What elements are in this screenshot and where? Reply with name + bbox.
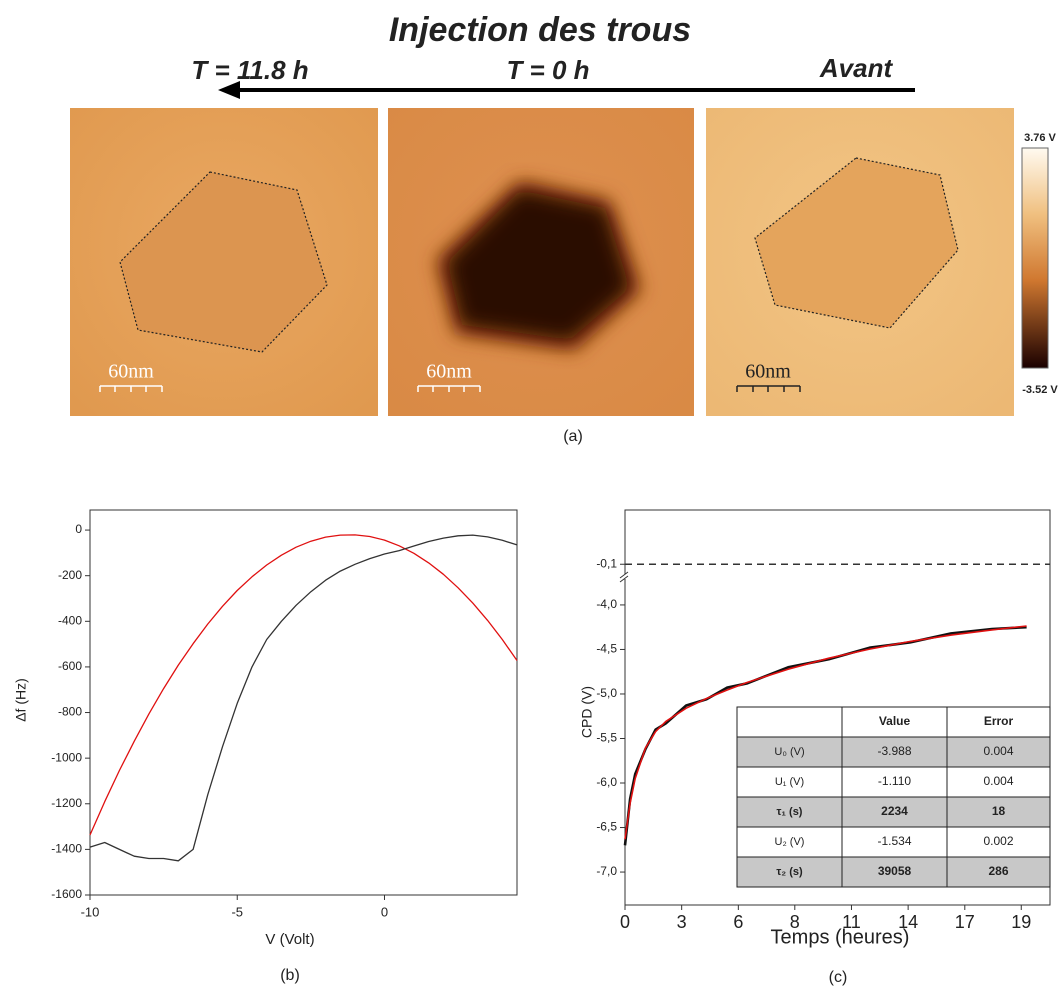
axis-break	[619, 571, 629, 583]
table-cell: -1.110	[878, 774, 911, 788]
table-cell: U₁ (V)	[775, 776, 804, 788]
colorbar-max: 3.76 V	[1024, 132, 1056, 144]
axis-break-gap	[621, 574, 629, 579]
table-cell: -3.988	[877, 744, 911, 758]
x-axis-label: V (Volt)	[265, 931, 314, 948]
plot-frame	[89, 509, 518, 896]
y-tick-label: -200	[58, 568, 82, 582]
x-tick-label: 8	[790, 912, 800, 932]
x-tick-label: 19	[1011, 912, 1031, 932]
scale-label: 60nm	[426, 361, 472, 383]
table-header: Value	[879, 714, 911, 728]
caption: (b)	[280, 967, 300, 984]
panel-title: Injection des trous	[389, 11, 691, 49]
x-tick-label: 14	[898, 912, 918, 932]
y-tick-label: -4,5	[596, 642, 617, 656]
table-row-bg	[736, 736, 1051, 768]
data-line	[89, 534, 518, 836]
scale-bar	[99, 385, 163, 392]
y-tick-label: -1600	[51, 887, 82, 901]
table-cell: 0.002	[983, 834, 1013, 848]
table-cell: 0.004	[983, 774, 1013, 788]
table-cell: U₂ (V)	[775, 836, 805, 848]
y-tick-label: -4,0	[596, 597, 617, 611]
time-label: T = 11.8 h	[191, 55, 308, 85]
scale-bar	[736, 385, 801, 392]
colorbar-min: -3.52 V	[1022, 384, 1058, 396]
x-tick-label: 11	[842, 912, 861, 932]
colorbar	[1021, 147, 1049, 369]
caption: (c)	[829, 969, 848, 986]
y-tick-label: -6,5	[596, 820, 617, 834]
table-cell: 18	[992, 804, 1006, 818]
y-tick-label: -6,0	[596, 775, 617, 789]
y-tick-label: -0,1	[596, 556, 617, 570]
y-tick-label: 0	[75, 522, 82, 536]
x-tick-label: 17	[955, 912, 975, 932]
table-cell: 0.004	[983, 744, 1013, 758]
time-label: T = 0 h	[506, 55, 589, 85]
scale-label: 60nm	[745, 361, 791, 383]
table-cell: τ₂ (s)	[776, 866, 803, 878]
scale-label: 60nm	[108, 361, 154, 383]
table-header: Error	[984, 714, 1014, 728]
table-row-bg	[736, 856, 1051, 888]
table-cell: 286	[988, 864, 1008, 878]
caption: (a)	[563, 428, 583, 445]
table-cell: τ₁ (s)	[777, 806, 803, 818]
time-label: Avant	[819, 53, 894, 83]
table-header-bg	[736, 706, 1051, 738]
x-tick-label: 6	[733, 912, 743, 932]
x-tick-label: 3	[677, 912, 687, 932]
y-tick-label: -800	[58, 705, 82, 719]
y-tick-label: -600	[58, 659, 82, 673]
hexagon-dark	[447, 190, 630, 340]
x-tick-label: 0	[620, 912, 630, 932]
y-tick-label: -1200	[51, 796, 82, 810]
data-line	[624, 625, 1027, 840]
x-tick-label: 0	[381, 904, 388, 919]
y-tick-label: -5,0	[596, 686, 617, 700]
scale-bar	[417, 385, 481, 392]
y-axis-label: Δf (Hz)	[13, 678, 29, 722]
y-tick-label: -7,0	[596, 864, 617, 878]
y-tick-label: -5,5	[596, 731, 617, 745]
y-tick-label: -1000	[51, 750, 82, 764]
x-tick-label: -5	[231, 904, 243, 919]
y-tick-label: -1400	[51, 842, 82, 856]
x-tick-label: -10	[81, 904, 100, 919]
table-row-bg	[736, 826, 1051, 858]
table-cell: U₀ (V)	[774, 746, 804, 758]
y-tick-label: -400	[58, 613, 82, 627]
arrow-head	[218, 81, 240, 99]
table-cell: 2234	[881, 804, 908, 818]
table-cell: 39058	[878, 864, 912, 878]
data-line	[89, 534, 518, 862]
y-axis-label: CPD (V)	[579, 686, 595, 738]
table-cell: -1.534	[877, 834, 911, 848]
x-axis-label: Temps (heures)	[771, 926, 910, 948]
hexagon-outline	[754, 157, 959, 329]
hexagon-outline	[119, 171, 328, 353]
